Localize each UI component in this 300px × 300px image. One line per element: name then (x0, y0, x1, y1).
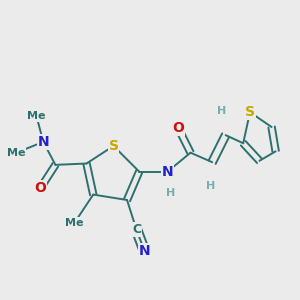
Text: S: S (245, 105, 255, 119)
Text: H: H (166, 188, 175, 198)
Text: S: S (109, 139, 118, 153)
Text: Me: Me (27, 111, 46, 121)
Text: Me: Me (65, 218, 84, 228)
Text: N: N (139, 244, 150, 258)
Text: C: C (132, 223, 141, 236)
Text: O: O (172, 122, 184, 135)
Text: H: H (206, 182, 215, 191)
Text: O: O (34, 181, 46, 195)
Text: H: H (217, 106, 226, 116)
Text: Me: Me (7, 148, 26, 158)
Text: N: N (38, 135, 49, 149)
Text: N: N (162, 165, 173, 178)
